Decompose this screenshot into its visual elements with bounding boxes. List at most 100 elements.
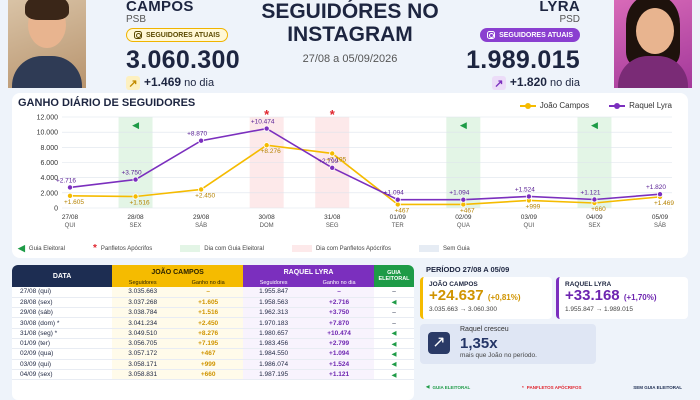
foot-guia: ◀ GUIA ELEITORAL [426,384,471,390]
cell-raquel-gain: +2.716 [304,297,374,309]
ratio-label: Raquel cresceu [460,326,509,333]
trend-up-icon: ↗ [428,332,450,354]
daily-gain-value: +1.820 [509,75,547,89]
x-tick-label: 29/08 [193,214,210,221]
cell-joao-gain: +467 [173,348,244,360]
cell-raquel-gain: +10.474 [304,328,374,339]
table-row: 01/09 (ter) 3.056.705 +7.195 1.983.456 +2.79… [12,338,414,350]
x-tick-weekday: QUI [524,223,535,229]
sub-gain-joao: Ganho no dia [173,279,244,287]
daily-gain-suffix: no dia [550,77,580,89]
data-point [263,125,270,132]
asterisk-icon: * [330,107,336,122]
y-tick-label: 4.000 [40,175,58,182]
cell-joao-gain: +999 [173,359,244,370]
cell-guia: ◀ [374,338,414,350]
followers-count: 3.060.300 [126,46,240,74]
foot-panfleto: * PANFLETOS APÓCRIFOS [522,384,582,390]
cell-raquel-gain: – [304,287,374,298]
instagram-icon [134,31,142,39]
table-row: 31/08 (seg) * 3.049.510 +8.276 1.980.657 +10… [12,328,414,339]
cell-joao-followers: 3.041.234 [112,317,174,329]
megaphone-icon: ◀ [591,120,598,130]
key-guia: ◀ Guia Eleitoral [18,243,65,253]
x-tick-label: 30/08 [259,214,276,221]
cell-guia: – [374,287,414,298]
key-none-band: Sem Guia [418,245,470,252]
cell-joao-followers: 3.057.172 [112,348,174,360]
data-point [67,192,74,199]
cell-guia: – [374,317,414,329]
y-tick-label: 8.000 [40,145,58,152]
cell-joao-gain: – [173,287,244,298]
data-table-card: DATA JOÃO CAMPOS RAQUEL LYRA GUIA ELEITO… [12,265,414,400]
cell-raquel-followers: 1.970.183 [243,317,305,329]
chart-card: ◀ * * ◀ ◀ 0 2.000 4.000 6.000 8.000 10.000 12.000 27… [12,93,688,258]
x-tick-label: 28/08 [127,214,144,221]
cell-joao-gain: +660 [173,369,244,381]
raquel-lyra-photo [614,0,692,88]
table-row: 29/08 (sáb) 3.038.784 +1.516 1.962.313 +3.75… [12,307,414,319]
cell-guia: ◀ [374,369,414,381]
cell-guia: ◀ [374,297,414,309]
cell-date: 29/08 (sáb) [12,307,113,319]
data-label: +1.094 [449,190,469,197]
y-tick-label: 2.000 [40,190,58,197]
cell-raquel-gain: +7.870 [304,317,374,329]
daily-gain-value: +1.469 [144,75,182,89]
x-tick-weekday: SEX [588,223,600,229]
cell-joao-gain: +2.450 [173,317,244,329]
cell-date: 31/08 (seg) * [12,328,113,339]
data-point [591,196,598,203]
col-raquel: RAQUEL LYRA [243,265,374,279]
cell-raquel-gain: +2.799 [304,338,374,350]
joao-summary-box: JOÃO CAMPOS +24.637 (+0,81%) 3.035.663 →… [420,277,552,319]
data-label: +660 [591,206,606,213]
cell-date: 04/09 (sex) [12,369,113,381]
cell-joao-followers: 3.035.663 [112,287,174,298]
followers-count: 1.989.015 [466,46,580,74]
data-label: +7.195 [326,156,346,163]
data-point [525,193,532,200]
cell-joao-followers: 3.037.268 [112,297,174,309]
followers-badge: SEGUIDORES ATUAIS [126,28,228,42]
cell-joao-gain: +1.605 [173,297,244,309]
data-point [460,196,467,203]
cell-date: 01/09 (ter) [12,338,113,350]
daily-gain: ↗ +1.820 no dia [466,75,580,91]
data-point [132,193,139,200]
cell-guia: – [374,307,414,319]
x-tick-weekday: DOM [260,223,274,229]
joao-campos-header: CAMPOS PSB SEGUIDORES ATUAIS 3.060.300 ↗… [126,0,240,91]
megaphone-icon: ◀ [132,120,139,130]
cell-raquel-followers: 1.955.847 [243,287,305,298]
data-label: +1.605 [64,199,84,206]
instagram-icon [487,31,496,39]
date-range: 27/08 a 05/09/2026 [302,53,398,65]
data-label: +1.516 [130,200,150,207]
table-row: 03/09 (qui) 3.058.171 +999 1.986.074 +1.524 ◀ [12,359,414,370]
data-label: +8.870 [187,131,207,138]
data-label: +1.469 [654,200,674,207]
cell-joao-followers: 3.049.510 [112,328,174,339]
col-guia: GUIA ELEITORAL [374,265,414,287]
table-row: 02/09 (qua) 3.057.172 +467 1.984.550 +1.094 ◀ [12,348,414,360]
x-tick-label: 02/09 [455,214,472,221]
daily-gain-chart: ◀ * * ◀ ◀ 0 2.000 4.000 6.000 8.000 10.000 12.000 27… [37,107,675,229]
data-label: +467 [460,207,475,214]
x-tick-weekday: SEG [326,223,339,229]
asterisk-icon: * [264,107,270,122]
key-guia-band: Dia com Guia Eleitoral [180,245,264,252]
data-point [657,191,664,198]
joao-campos-photo [8,0,86,88]
key-panfleto: * Panfletos Apócrifos [92,243,153,254]
cell-joao-gain: +1.516 [173,307,244,319]
cell-joao-followers: 3.056.705 [112,338,174,350]
period-title: PERÍODO 27/08 A 05/09 [426,265,510,274]
cell-guia: ◀ [374,348,414,360]
y-tick-label: 0 [54,206,58,213]
data-point [198,186,205,193]
x-tick-weekday: SEX [130,223,142,229]
arrow-up-icon: ↗ [126,76,140,91]
data-point [198,137,205,144]
